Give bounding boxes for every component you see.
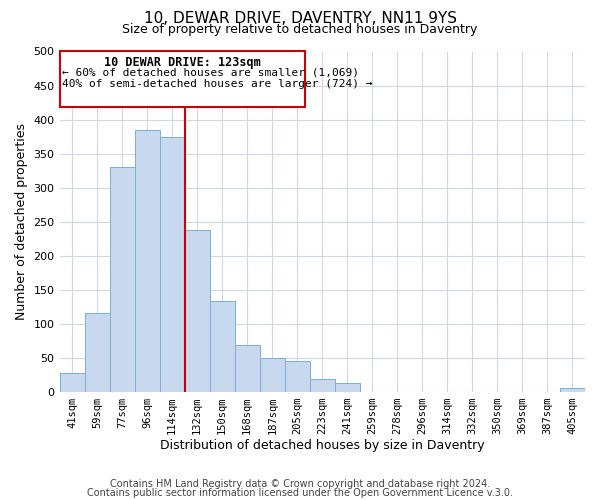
Bar <box>260 358 285 392</box>
Bar <box>560 388 585 392</box>
Text: ← 60% of detached houses are smaller (1,069): ← 60% of detached houses are smaller (1,… <box>62 67 359 77</box>
Bar <box>235 346 260 392</box>
Text: Size of property relative to detached houses in Daventry: Size of property relative to detached ho… <box>122 22 478 36</box>
Bar <box>209 301 235 392</box>
Bar <box>160 136 185 392</box>
Text: 40% of semi-detached houses are larger (724) →: 40% of semi-detached houses are larger (… <box>62 80 373 90</box>
Bar <box>110 167 134 392</box>
Bar <box>185 230 209 392</box>
Y-axis label: Number of detached properties: Number of detached properties <box>15 123 28 320</box>
Text: 10, DEWAR DRIVE, DAVENTRY, NN11 9YS: 10, DEWAR DRIVE, DAVENTRY, NN11 9YS <box>143 11 457 26</box>
Text: 10 DEWAR DRIVE: 123sqm: 10 DEWAR DRIVE: 123sqm <box>104 56 260 70</box>
Text: Contains HM Land Registry data © Crown copyright and database right 2024.: Contains HM Land Registry data © Crown c… <box>110 479 490 489</box>
Bar <box>335 382 360 392</box>
Bar <box>285 361 310 392</box>
X-axis label: Distribution of detached houses by size in Daventry: Distribution of detached houses by size … <box>160 440 485 452</box>
Bar <box>59 372 85 392</box>
FancyBboxPatch shape <box>59 52 305 108</box>
Bar <box>85 312 110 392</box>
Bar <box>134 130 160 392</box>
Bar <box>310 380 335 392</box>
Text: Contains public sector information licensed under the Open Government Licence v.: Contains public sector information licen… <box>87 488 513 498</box>
